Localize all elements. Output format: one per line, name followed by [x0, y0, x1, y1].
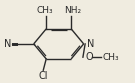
Text: N: N	[87, 39, 95, 49]
Text: NH₂: NH₂	[64, 6, 81, 15]
Text: N: N	[4, 39, 11, 49]
Text: CH₃: CH₃	[102, 53, 119, 62]
Text: O: O	[86, 52, 93, 62]
Text: CH₃: CH₃	[36, 6, 53, 15]
Text: Cl: Cl	[38, 71, 48, 81]
